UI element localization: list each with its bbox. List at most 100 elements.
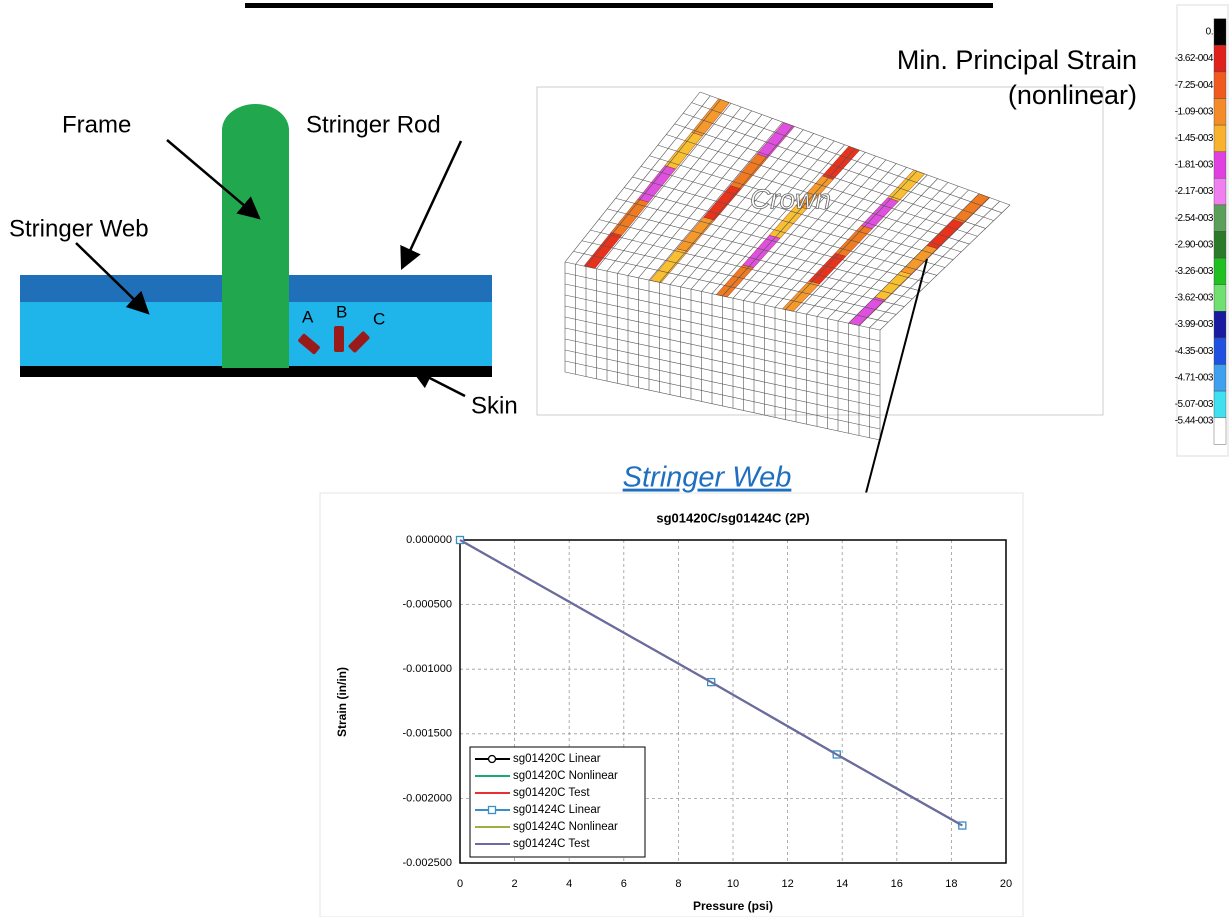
mesh-line [564, 327, 881, 397]
color-swatch [1213, 151, 1227, 179]
x-tick-label: 2 [512, 878, 518, 890]
x-tick-label: 12 [781, 878, 793, 890]
scale-label: 0. [1206, 27, 1213, 38]
arrow [166, 139, 261, 220]
mesh-line [640, 166, 954, 260]
color-swatch [1213, 337, 1227, 365]
section-title: Stringer Web [623, 462, 792, 494]
mesh-line [691, 102, 1002, 214]
mesh-line [564, 371, 881, 441]
color-swatch [1213, 71, 1227, 99]
chart: sg01420C/sg01424C (2P) Pressure (psi) St… [335, 510, 1012, 913]
contour-panel [536, 86, 1104, 416]
mesh-line [607, 208, 921, 292]
legend-label: sg01424C Nonlinear [513, 821, 618, 833]
x-tick-label: 0 [457, 878, 463, 890]
mesh-line [564, 316, 881, 386]
plot-frame [459, 539, 1007, 864]
x-tick-label: 6 [621, 878, 627, 890]
stringer-web-label: Stringer Web [9, 215, 149, 242]
color-swatch [1213, 98, 1227, 126]
scale-label: -2.54-003 [1175, 213, 1214, 224]
mesh-line [564, 305, 881, 375]
frame-label: Frame [62, 111, 131, 138]
chart-title: sg01420C/sg01424C (2P) [656, 510, 809, 525]
scale-label: -3.26-003 [1175, 266, 1214, 277]
legend-label: sg01420C Test [513, 787, 590, 799]
color-swatch [1213, 257, 1227, 285]
scale-label: -3.62-004 [1175, 53, 1214, 64]
series-line [459, 539, 963, 827]
x-tick-label: 20 [1000, 878, 1012, 890]
gauge-c [348, 331, 370, 353]
color-swatch [1213, 18, 1227, 46]
color-swatch [1213, 124, 1227, 152]
legend-label: sg01424C Test [513, 838, 590, 850]
x-tick-label: 14 [836, 878, 848, 890]
mesh-line [649, 155, 962, 253]
cross-section-diagram: Frame Stringer Rod Stringer Web Skin A B… [9, 104, 518, 419]
color-swatch [1213, 45, 1227, 73]
scale-label: -1.81-003 [1175, 160, 1214, 171]
mesh-line [657, 144, 970, 245]
mesh-plot [564, 91, 1011, 441]
mesh-line [564, 360, 881, 430]
color-swatch [1213, 178, 1227, 206]
contour-title: Min. Principal Strain [897, 45, 1137, 75]
x-axis-label: Pressure (psi) [693, 899, 773, 913]
x-tick-label: 8 [675, 878, 681, 890]
mesh-line [632, 176, 946, 268]
y-tick-label: -0.000500 [402, 599, 452, 611]
mesh-line [581, 240, 897, 315]
mesh-line [615, 197, 929, 284]
mesh-line [564, 349, 881, 419]
mesh-line [564, 338, 881, 408]
mesh-line [564, 283, 881, 353]
color-swatch [1213, 311, 1227, 339]
stringer-rod-label: Stringer Rod [306, 111, 441, 138]
contour-subtitle: (nonlinear) [1008, 80, 1137, 110]
y-tick-label: -0.002000 [402, 792, 452, 804]
point [487, 805, 497, 815]
arrow [855, 258, 928, 518]
mesh-line [666, 134, 978, 237]
gauge-c-label: C [373, 309, 385, 328]
scale-label: -4.71-003 [1175, 372, 1214, 383]
scale-label: -7.25-004 [1175, 80, 1214, 91]
color-swatch [1213, 364, 1227, 392]
arrow [400, 140, 463, 271]
skin-label: Skin [471, 392, 518, 419]
frame [222, 104, 289, 368]
x-tick-label: 4 [566, 878, 572, 890]
mesh-line [590, 229, 905, 307]
gauge-a-label: A [302, 307, 314, 326]
legend-label: sg01420C Linear [513, 753, 601, 765]
scale-label: -1.45-003 [1175, 133, 1214, 144]
legend-label: sg01420C Nonlinear [513, 770, 618, 782]
scale-label: -5.07-003 [1175, 399, 1214, 410]
y-tick-label: -0.001000 [402, 663, 452, 675]
scale-label: -5.44-003 [1175, 416, 1214, 427]
y-tick-label: -0.002500 [402, 857, 452, 869]
mesh-line [564, 294, 881, 364]
y-tick-label: -0.001500 [402, 728, 452, 740]
x-tick-label: 18 [945, 878, 957, 890]
gauge-b-label: B [336, 302, 347, 321]
arrow [409, 367, 466, 398]
color-swatch [1213, 417, 1227, 445]
mesh-line [573, 251, 889, 323]
scale-label: -3.99-003 [1175, 319, 1214, 330]
mesh-line [598, 219, 913, 300]
y-tick-label: 0.000000 [406, 534, 452, 546]
skin [20, 366, 492, 377]
crown-label: Crown [750, 183, 831, 214]
scale-label: -2.17-003 [1175, 186, 1214, 197]
scale-label: -2.90-003 [1175, 239, 1214, 250]
color-swatch [1213, 231, 1227, 259]
scale-label: -4.35-003 [1175, 346, 1214, 357]
mesh-line [674, 123, 986, 229]
mesh-line [683, 112, 994, 221]
arrow [75, 242, 150, 315]
y-axis-label: Strain (in/in) [335, 667, 349, 737]
